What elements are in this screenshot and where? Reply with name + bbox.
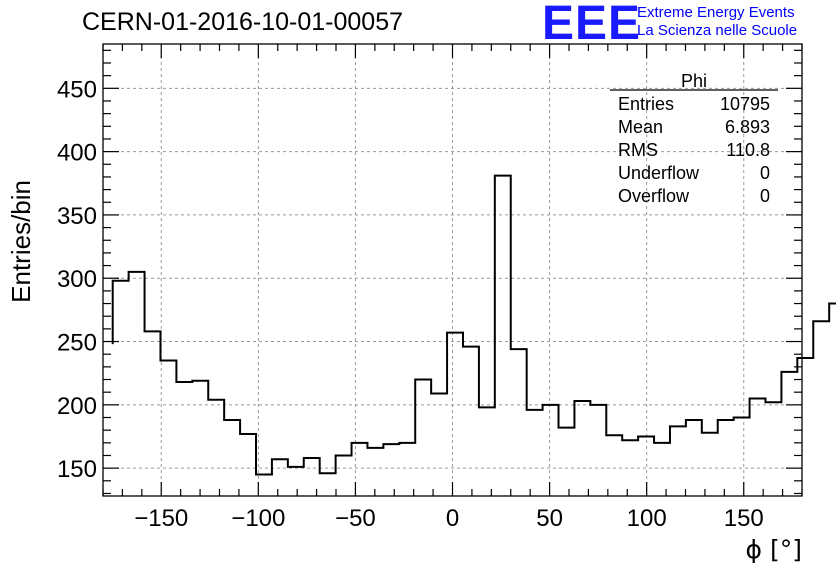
x-tick-label: 150 xyxy=(724,505,764,532)
stats-value: 110.8 xyxy=(726,140,770,160)
logo-caption-line2: La Scienza nelle Scuole xyxy=(637,22,798,39)
histogram-line xyxy=(111,174,836,476)
stats-label: Overflow xyxy=(618,186,690,206)
stats-title: Phi xyxy=(681,71,707,91)
x-tick-label: −50 xyxy=(335,505,376,532)
grid-lines xyxy=(103,44,802,496)
x-tick-label: −150 xyxy=(134,505,188,532)
logo-caption-line1: Extreme Energy Events xyxy=(637,4,795,21)
stats-label: Mean xyxy=(618,117,663,137)
y-tick-labels: 150 200 250 300 350 400 450 xyxy=(57,76,97,483)
y-tick-label: 450 xyxy=(57,76,97,103)
stats-label: Underflow xyxy=(618,163,700,183)
axis-ticks xyxy=(102,44,803,496)
stats-label: Entries xyxy=(618,94,674,114)
y-tick-label: 200 xyxy=(57,393,97,420)
chart-title: CERN-01-2016-10-01-00057 xyxy=(82,8,404,36)
stats-value: 6.893 xyxy=(725,117,770,137)
x-tick-label: −100 xyxy=(231,505,285,532)
stats-value: 10795 xyxy=(720,94,770,114)
stats-value: 0 xyxy=(760,186,770,206)
y-tick-label: 150 xyxy=(57,456,97,483)
x-axis-label: ϕ [°] xyxy=(746,535,802,564)
x-tick-label: 100 xyxy=(627,505,667,532)
x-tick-labels: −150 −100 −50 0 50 100 150 xyxy=(134,505,764,532)
stats-label: RMS xyxy=(618,140,658,160)
logo-caption: Extreme Energy Events La Scienza nelle S… xyxy=(637,4,797,40)
stats-value: 0 xyxy=(760,163,770,183)
x-tick-label: 0 xyxy=(446,505,459,532)
stats-box: Phi Entries 10795 Mean 6.893 RMS 110.8 Underfl… xyxy=(610,71,778,206)
eee-logo: EEE xyxy=(542,0,642,50)
y-tick-label: 300 xyxy=(57,266,97,293)
y-tick-label: 350 xyxy=(57,203,97,230)
y-tick-label: 250 xyxy=(57,330,97,357)
x-tick-label: 50 xyxy=(536,505,563,532)
y-tick-label: 400 xyxy=(57,140,97,167)
stats-rows: Entries 10795 Mean 6.893 RMS 110.8 Underflow 0 O… xyxy=(618,94,770,206)
y-axis-label: Entries/bin xyxy=(6,180,36,303)
